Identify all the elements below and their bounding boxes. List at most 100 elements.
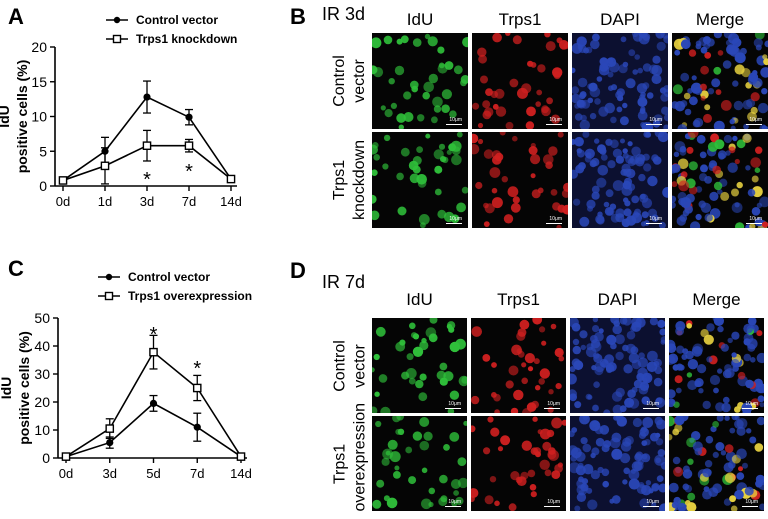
cell [618,64,628,74]
cell [631,318,642,328]
cell [640,221,647,227]
cell [713,33,722,39]
x-tick-label: 14d [230,466,252,481]
cell [477,47,487,57]
cell [654,416,663,426]
y-axis-label-line2: positive cells (%) [16,331,32,445]
y-axis-label-line2: positive cells (%) [14,60,30,174]
cell [669,353,679,364]
cell [669,343,677,353]
cell [715,402,725,412]
cell [688,49,697,57]
cell [521,377,528,385]
cell [757,395,764,403]
cell [492,155,502,165]
cell [660,336,665,344]
data-point [100,161,110,171]
cell [734,158,740,165]
cell [695,213,702,221]
row-label-line: vector [351,59,368,103]
data-point [192,383,202,393]
cell [578,44,587,54]
scale-label: 10μm [448,499,461,505]
y-tick-label: 20 [31,39,47,55]
cell [638,384,649,395]
cell [611,448,623,460]
cell [615,351,624,361]
cell [478,54,487,64]
cell [743,338,751,346]
cell [594,98,601,105]
cell [420,222,426,228]
scale-label: 10μm [547,499,560,505]
cell [517,328,527,337]
cell [483,221,490,227]
cell [683,92,691,100]
panel-label-c: C [8,256,24,281]
cell [463,420,467,426]
cell [521,83,532,94]
chart-a: Control vector Trps1 knockdown 0 5 10 15 20 0d 1… [0,13,242,209]
cell [641,485,652,496]
significance-mark: * [143,169,151,191]
cell [716,416,724,422]
cell [372,367,375,373]
cell [453,65,463,75]
cell [674,375,683,384]
cell [530,491,537,498]
cell [552,67,563,78]
cell [677,158,689,170]
scale-bar [546,223,562,224]
cell [443,211,455,223]
cell [728,33,740,44]
cell [573,198,581,206]
cell [651,483,659,492]
cell [461,186,468,194]
cell [720,450,727,456]
cell [574,113,583,121]
cell [698,200,706,208]
cell [734,419,744,429]
cell [441,89,452,100]
cell [400,35,409,44]
cell [641,396,650,405]
cell [611,432,622,443]
cell [616,106,623,113]
cell [702,400,711,410]
cell [394,465,400,471]
cell [646,92,654,99]
cell [738,466,743,472]
cell [585,393,592,400]
scale-bar [544,506,560,507]
cell [572,86,579,95]
cell [508,365,519,376]
cell [728,461,736,469]
cell [713,66,722,75]
cell [704,213,713,222]
cell [499,132,506,136]
micrograph-dapi: 10μm [572,33,668,129]
cell [672,101,679,109]
cell [712,421,719,428]
cell [412,346,424,357]
cell [591,158,600,167]
cell [521,440,532,451]
data-point [184,141,194,150]
cell [491,197,503,209]
cell [711,78,721,88]
cell [754,167,761,173]
cell [662,187,668,198]
cell [724,416,730,421]
cell [737,371,746,380]
cell [472,133,479,144]
x-tick-label: 14d [220,194,242,209]
cell [755,383,764,394]
scale-label: 10μm [745,499,758,505]
cell [583,464,594,475]
y-tick-label: 20 [34,394,50,410]
cell [731,202,743,213]
cell [752,77,763,88]
cell [672,181,678,188]
cell [431,116,438,124]
cell [530,62,537,68]
